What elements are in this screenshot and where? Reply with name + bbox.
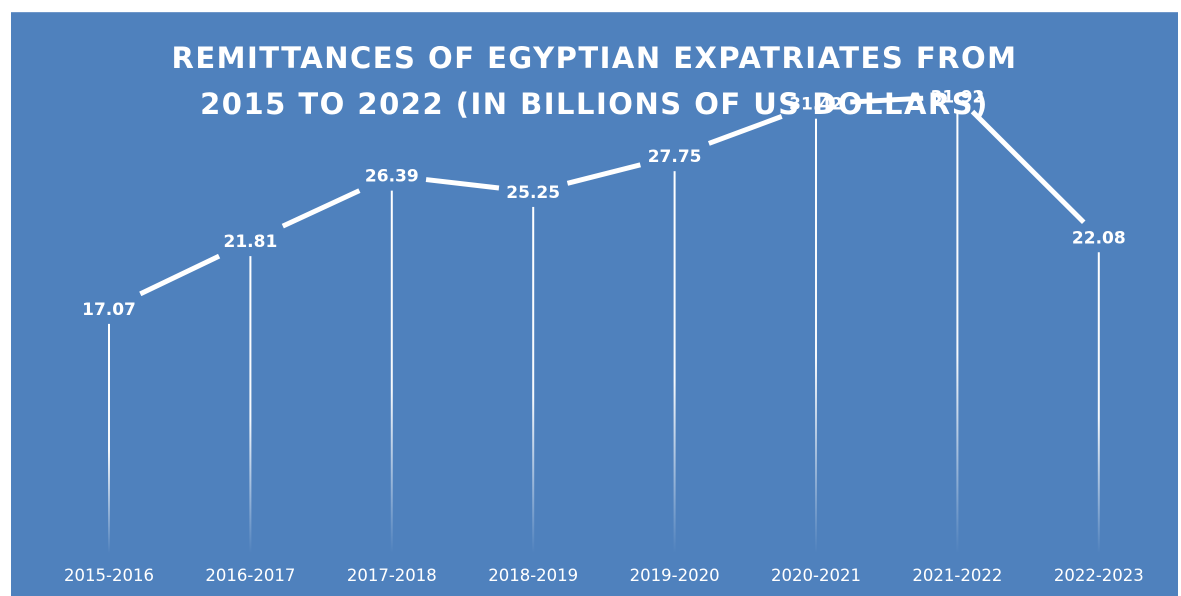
data-label-2017-2018: 26.39 xyxy=(365,167,419,187)
series-segment-2 xyxy=(281,188,361,229)
x-tick-label-2020-2021: 2020-2021 xyxy=(771,566,861,585)
drop-line-2020-2021 xyxy=(815,118,817,553)
x-axis: 2015-2016 2016-2017 2017-2018 2018-2019 2019… xyxy=(64,566,1144,585)
series-segment-4 xyxy=(566,162,641,186)
drop-line-2016-2017 xyxy=(249,256,252,553)
x-tick-label-2018-2019: 2018-2019 xyxy=(488,566,578,585)
data-label-2020-2021: 31.42 xyxy=(789,95,843,115)
series-segment-6 xyxy=(850,95,924,105)
line-chart: 17.07 21.81 26.39 25.25 27.75 31.42 31.92 22.08… xyxy=(64,88,1144,585)
page-margin xyxy=(0,0,1181,12)
drop-line-2021-2022 xyxy=(956,111,959,553)
data-label-2022-2023: 22.08 xyxy=(1072,228,1126,248)
drop-line-2018-2019 xyxy=(532,206,535,554)
data-label-2021-2022: 31.92 xyxy=(931,88,985,108)
x-tick-label-2017-2018: 2017-2018 xyxy=(347,566,437,585)
data-label-2015-2016: 17.07 xyxy=(82,300,136,320)
drop-line-2019-2020 xyxy=(673,171,676,554)
series-segment-3 xyxy=(425,177,500,191)
chart-area: REMITTANCES OF EGYPTIAN EXPATRIATES FROM… xyxy=(11,12,1178,596)
drop-line-2022-2023 xyxy=(1097,252,1100,554)
x-tick-label-2019-2020: 2019-2020 xyxy=(630,566,720,585)
series-line xyxy=(139,95,1086,297)
data-label-2016-2017: 21.81 xyxy=(224,232,278,252)
chart-title-line-1: REMITTANCES OF EGYPTIAN EXPATRIATES FROM xyxy=(171,41,1018,75)
data-labels: 17.07 21.81 26.39 25.25 27.75 31.42 31.92 22.08 xyxy=(82,88,1126,320)
x-tick-label-2016-2017: 2016-2017 xyxy=(205,566,295,585)
series-segment-7 xyxy=(970,109,1086,225)
x-tick-label-2022-2023: 2022-2023 xyxy=(1054,566,1144,585)
drop-lines xyxy=(108,111,1100,554)
data-label-2019-2020: 27.75 xyxy=(648,147,702,167)
x-tick-label-2021-2022: 2021-2022 xyxy=(912,566,1002,585)
x-tick-label-2015-2016: 2015-2016 xyxy=(64,566,154,585)
series-segment-1 xyxy=(139,253,221,297)
series-segment-5 xyxy=(707,114,783,146)
drop-line-2015-2016 xyxy=(108,323,110,553)
drop-line-2017-2018 xyxy=(390,190,393,554)
data-label-2018-2019: 25.25 xyxy=(506,183,560,203)
